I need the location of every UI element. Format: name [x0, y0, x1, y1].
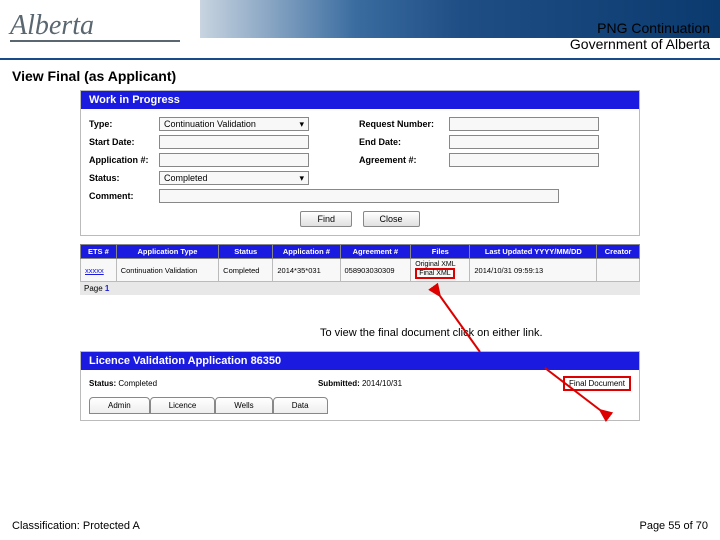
pager: Page 1 [80, 282, 640, 295]
col-agrnum: Agreement # [340, 245, 411, 259]
page-number: 1 [105, 284, 109, 293]
enddate-input[interactable] [449, 135, 599, 149]
cell-status: Completed [219, 259, 273, 282]
header-title-2: Government of Alberta [570, 36, 710, 52]
instruction-text: To view the final document click on eith… [320, 327, 720, 339]
licence-panel-header: Licence Validation Application 86350 [81, 352, 639, 370]
col-updated: Last Updated YYYY/MM/DD [470, 245, 597, 259]
ets-link[interactable]: xxxxx [85, 266, 104, 275]
licence-panel: Licence Validation Application 86350 Sta… [80, 351, 640, 421]
tab-licence[interactable]: Licence [150, 397, 216, 414]
startdate-input[interactable] [159, 135, 309, 149]
tab-bar: Admin Licence Wells Data [89, 397, 631, 414]
page-footer: Classification: Protected A Page 55 of 7… [0, 520, 720, 532]
type-label: Type: [89, 119, 159, 129]
tab-data[interactable]: Data [273, 397, 328, 414]
header-title-1: PNG Continuation [570, 20, 710, 36]
startdate-label: Start Date: [89, 137, 159, 147]
cell-agrnum: 058903030309 [340, 259, 411, 282]
logo-text: Alberta [10, 10, 180, 42]
col-ets: ETS # [81, 245, 117, 259]
page-number-label: Page 55 of 70 [639, 520, 708, 532]
close-button[interactable]: Close [363, 211, 420, 227]
file-original-link[interactable]: Original XML [415, 261, 465, 268]
status-label: Status: [89, 173, 159, 183]
cell-files: Original XML Final XML [411, 259, 470, 282]
panel-header: Work in Progress [81, 91, 639, 109]
results-table: ETS # Application Type Status Applicatio… [80, 244, 640, 282]
type-select[interactable]: Continuation Validation▾ [159, 117, 309, 131]
page-header: Alberta PNG Continuation Government of A… [0, 0, 720, 60]
col-files: Files [411, 245, 470, 259]
form-body: Type: Continuation Validation▾ Request N… [81, 109, 639, 235]
find-button[interactable]: Find [300, 211, 352, 227]
page-label: Page [84, 284, 103, 293]
tab-admin[interactable]: Admin [89, 397, 150, 414]
header-title-block: PNG Continuation Government of Alberta [570, 20, 710, 52]
appnum-label: Application #: [89, 155, 159, 165]
section-title: View Final (as Applicant) [12, 68, 720, 84]
request-label: Request Number: [359, 119, 449, 129]
agreement-input[interactable] [449, 153, 599, 167]
file-final-link[interactable]: Final XML [415, 268, 455, 279]
classification-label: Classification: Protected A [12, 520, 140, 532]
appnum-input[interactable] [159, 153, 309, 167]
comment-label: Comment: [89, 191, 159, 201]
final-document-link[interactable]: Final Document [563, 376, 631, 391]
agreement-label: Agreement #: [359, 155, 449, 165]
cell-creator [597, 259, 640, 282]
cell-appnum: 2014*35*031 [273, 259, 340, 282]
request-input[interactable] [449, 117, 599, 131]
col-creator: Creator [597, 245, 640, 259]
comment-input[interactable] [159, 189, 559, 203]
cell-apptype: Continuation Validation [116, 259, 218, 282]
col-apptype: Application Type [116, 245, 218, 259]
licence-submitted: Submitted: 2014/10/31 [318, 379, 402, 388]
enddate-label: End Date: [359, 137, 449, 147]
status-select[interactable]: Completed▾ [159, 171, 309, 185]
col-status: Status [219, 245, 273, 259]
cell-updated: 2014/10/31 09:59:13 [470, 259, 597, 282]
chevron-down-icon: ▾ [299, 173, 304, 184]
table-header-row: ETS # Application Type Status Applicatio… [81, 245, 640, 259]
chevron-down-icon: ▾ [299, 119, 304, 130]
col-appnum: Application # [273, 245, 340, 259]
table-row: xxxxx Continuation Validation Completed … [81, 259, 640, 282]
tab-wells[interactable]: Wells [215, 397, 272, 414]
licence-status: Status: Completed [89, 379, 157, 388]
alberta-logo: Alberta [10, 10, 180, 42]
work-in-progress-panel: Work in Progress Type: Continuation Vali… [80, 90, 640, 236]
